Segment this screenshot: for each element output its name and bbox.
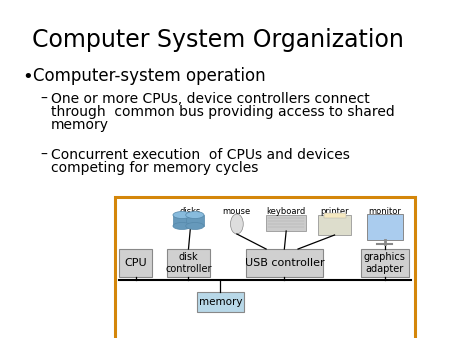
- Text: USB controller: USB controller: [244, 258, 324, 268]
- Text: disks: disks: [180, 207, 201, 216]
- Text: through  common bus providing access to shared: through common bus providing access to s…: [50, 105, 394, 119]
- Ellipse shape: [230, 214, 243, 234]
- Text: disk
controller: disk controller: [165, 252, 212, 274]
- Text: •: •: [22, 68, 33, 86]
- Text: keyboard: keyboard: [266, 207, 306, 216]
- Text: competing for memory cycles: competing for memory cycles: [50, 161, 258, 175]
- Text: –: –: [40, 92, 47, 106]
- Text: printer: printer: [320, 207, 349, 216]
- Text: graphics
adapter: graphics adapter: [364, 252, 406, 274]
- FancyBboxPatch shape: [361, 249, 409, 277]
- FancyBboxPatch shape: [246, 249, 323, 277]
- Ellipse shape: [186, 212, 204, 218]
- Text: One or more CPUs, device controllers connect: One or more CPUs, device controllers con…: [50, 92, 369, 106]
- FancyBboxPatch shape: [266, 215, 306, 231]
- Ellipse shape: [186, 222, 204, 230]
- Text: Computer System Organization: Computer System Organization: [32, 28, 404, 52]
- FancyBboxPatch shape: [166, 249, 211, 277]
- Text: CPU: CPU: [124, 258, 147, 268]
- Ellipse shape: [173, 212, 191, 218]
- Text: Computer-system operation: Computer-system operation: [33, 67, 266, 85]
- FancyBboxPatch shape: [367, 214, 403, 240]
- Text: –: –: [40, 148, 47, 162]
- Text: mouse: mouse: [223, 207, 251, 216]
- Text: memory: memory: [50, 118, 108, 132]
- FancyBboxPatch shape: [186, 215, 204, 226]
- FancyBboxPatch shape: [318, 215, 351, 235]
- FancyBboxPatch shape: [324, 213, 346, 218]
- Ellipse shape: [173, 222, 191, 230]
- Text: memory: memory: [199, 297, 242, 307]
- Text: monitor: monitor: [369, 207, 401, 216]
- Text: Concurrent execution  of CPUs and devices: Concurrent execution of CPUs and devices: [50, 148, 350, 162]
- FancyBboxPatch shape: [173, 215, 191, 226]
- FancyBboxPatch shape: [197, 292, 244, 312]
- FancyBboxPatch shape: [119, 249, 152, 277]
- FancyBboxPatch shape: [116, 197, 415, 338]
